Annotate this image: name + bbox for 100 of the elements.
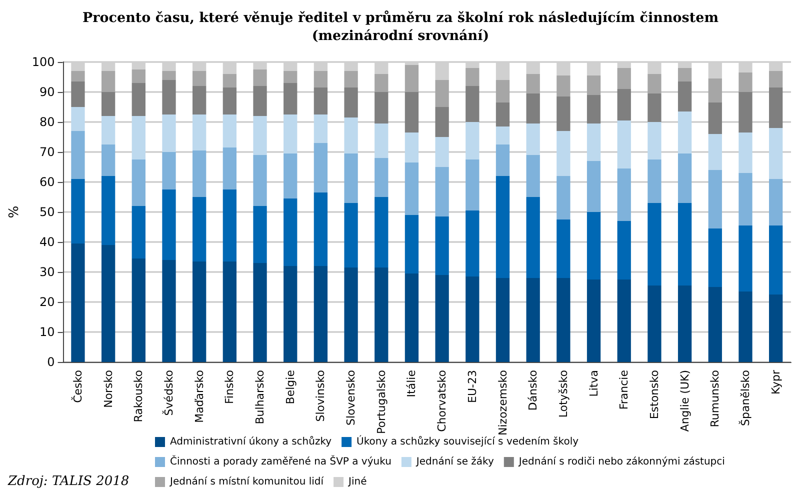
bar (284, 114, 298, 154)
bar (132, 116, 146, 160)
bar (192, 262, 206, 362)
y-tick-label: 30 (40, 265, 55, 279)
legend-label: Úkony a schůzky související s vedením školy (356, 434, 579, 448)
bar (648, 286, 662, 362)
chart-title: Procento času, které věnuje ředitel v průměru za školní rok následujícím činnostem (mezinárodní srovnání) (82, 10, 718, 44)
bar (617, 168, 631, 221)
bar (101, 116, 116, 144)
bar (222, 262, 237, 362)
bar (526, 94, 540, 124)
x-tick-label: Francie (618, 370, 631, 410)
bar (222, 74, 237, 88)
bar (132, 70, 146, 83)
bar (435, 216, 449, 275)
x-tick-label: Anglie (UK) (678, 370, 692, 432)
x-tick-label: Chorvatsko (436, 370, 449, 432)
bar (192, 86, 206, 114)
x-tick-label: Maďarsko (192, 370, 206, 423)
bar (314, 266, 328, 362)
bar (284, 154, 298, 198)
bar (738, 132, 752, 173)
y-tick-label: 40 (40, 235, 55, 249)
bar (556, 131, 570, 176)
bar (648, 122, 662, 160)
bar (738, 173, 752, 226)
bar (708, 134, 722, 170)
bar (435, 137, 449, 167)
bar (678, 203, 692, 286)
x-tick-label: Česko (70, 370, 84, 403)
bar (404, 132, 419, 162)
bar (678, 154, 692, 203)
bar (496, 144, 510, 176)
bar (586, 280, 601, 362)
bar (526, 124, 540, 155)
bar (678, 286, 692, 362)
bar (344, 71, 358, 88)
bar (435, 107, 449, 137)
bar (284, 198, 298, 266)
bar (192, 150, 206, 197)
bar (738, 72, 752, 92)
bar (466, 276, 480, 362)
bar (617, 120, 631, 168)
bar (101, 92, 116, 116)
bar (162, 71, 176, 80)
bar (435, 275, 449, 362)
bar (222, 88, 237, 114)
bar (344, 88, 358, 118)
x-tick-label: Norsko (102, 370, 115, 408)
x-tick-label: Španělsko (738, 370, 752, 426)
x-tick-label: Itálie (405, 370, 418, 398)
bar (769, 179, 783, 226)
bar (466, 86, 480, 122)
x-tick-label: Litva (587, 370, 600, 397)
bar (496, 80, 510, 102)
bar (314, 192, 328, 266)
bar (496, 176, 510, 278)
bar (101, 71, 116, 92)
bar (586, 161, 601, 212)
bar (192, 114, 206, 150)
bar (526, 197, 540, 278)
bar (738, 92, 752, 132)
bar (556, 76, 570, 96)
bar (617, 68, 631, 89)
x-tick-label: Bulharsko (254, 370, 267, 424)
x-tick-label: Lotyšsko (556, 370, 570, 418)
bar (222, 148, 237, 190)
bar (162, 152, 176, 190)
bar (71, 244, 85, 362)
bar (374, 158, 388, 197)
bar (586, 212, 601, 280)
bar (132, 206, 146, 258)
bar (71, 179, 85, 244)
bar (586, 124, 601, 161)
bar (192, 197, 206, 262)
bar (284, 83, 298, 114)
bar (678, 112, 692, 154)
bar (678, 68, 692, 82)
bar (678, 82, 692, 112)
y-axis-title: % (7, 206, 22, 218)
bar (132, 160, 146, 206)
bar (192, 71, 206, 86)
bar (253, 116, 267, 155)
legend-label: Jiné (348, 476, 367, 488)
bar (253, 70, 267, 86)
x-tick-label: Dánsko (526, 370, 540, 411)
x-tick-label: Finsko (223, 370, 236, 404)
bar (769, 128, 783, 179)
bar (374, 92, 388, 124)
x-tick-label: Portugalsko (374, 370, 388, 434)
bar (526, 155, 540, 197)
bar (556, 176, 570, 220)
bar (435, 167, 449, 216)
bar (374, 74, 388, 92)
x-tick-label: Rakousko (132, 370, 146, 422)
bar (71, 107, 85, 131)
bar (101, 144, 116, 176)
legend-label: Administrativní úkony a schůzky (170, 436, 332, 448)
bar (496, 102, 510, 126)
legend-label: Jednání se žáky (415, 456, 494, 468)
